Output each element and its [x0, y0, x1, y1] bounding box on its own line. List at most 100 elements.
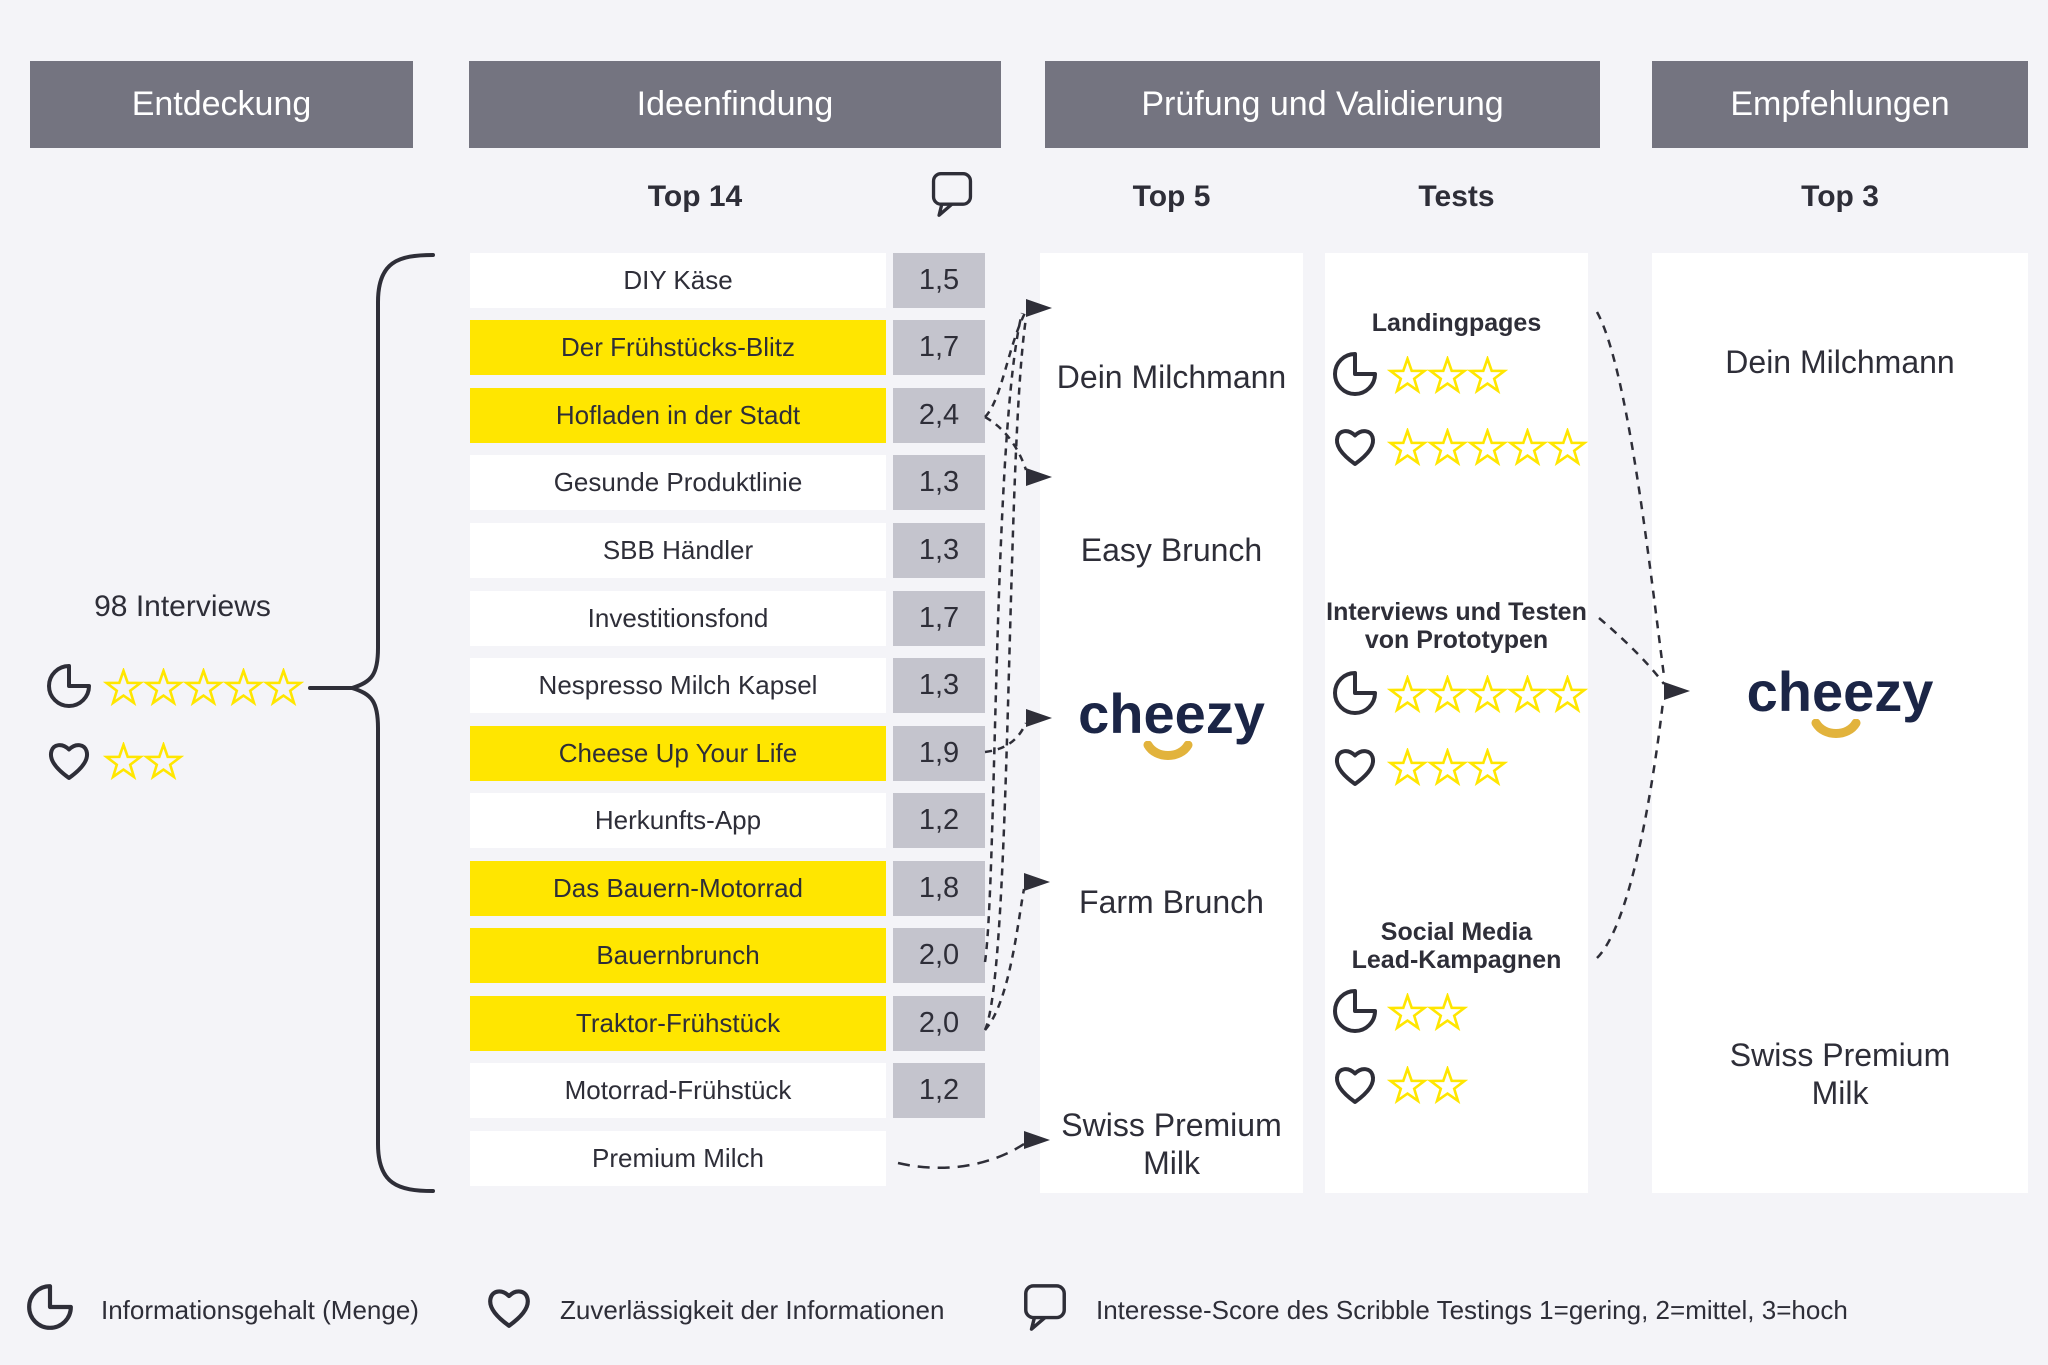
legend-zuverlaessigkeit: Zuverlässigkeit der Informationen [484, 1282, 944, 1338]
star-icon [1427, 992, 1468, 1031]
star-rating [103, 741, 184, 783]
idea-row: Traktor-Frühstück [470, 996, 886, 1051]
cheezy-wordmark: cheezy [1746, 660, 1934, 723]
discovery-rating-pie [45, 662, 304, 714]
item-line: Milk [1143, 1145, 1200, 1181]
star-icon [1427, 674, 1468, 713]
pie-icon [1333, 351, 1377, 396]
stage-header-ideenfindung: Ideenfindung [469, 61, 1001, 148]
top3-item: Dein Milchmann [1725, 344, 1955, 380]
cheezy-smile-icon [1143, 741, 1192, 760]
label-top-14: Top 14 [647, 180, 743, 213]
idea-row: Nespresso Milch Kapsel [470, 658, 886, 713]
idea-score: 2,0 [893, 928, 985, 983]
legend-informationsgehalt: Informationsgehalt (Menge) [25, 1282, 419, 1338]
star-rating [1387, 427, 1588, 469]
star-icon [143, 741, 184, 780]
idea-row: Cheese Up Your Life [470, 726, 886, 781]
idea-row: SBB Händler [470, 523, 886, 578]
star-icon [1387, 747, 1428, 786]
item-line: Swiss Premium [1061, 1107, 1282, 1143]
speech-bubble-icon [1020, 1282, 1070, 1339]
top3-item: Swiss Premium Milk [1652, 1036, 2028, 1112]
label-tests: Tests [1418, 180, 1495, 213]
cheezy-wordmark: cheezy [1078, 682, 1265, 745]
idea-label: SBB Händler [602, 535, 754, 565]
idea-label: DIY Käse [623, 265, 733, 295]
test-rating-heart [1331, 1061, 1468, 1111]
idea-row: Motorrad-Frühstück [470, 1063, 886, 1118]
star-icon [183, 667, 224, 706]
star-icon [1427, 355, 1468, 394]
star-icon [1427, 427, 1468, 466]
star-icon [103, 741, 144, 780]
discovery-rating-heart [45, 736, 184, 788]
legend-label: Interesse-Score des Scribble Testings 1=… [1096, 1294, 1848, 1325]
idea-row: Der Frühstücks-Blitz [470, 320, 886, 375]
idea-score: 1,3 [893, 523, 985, 578]
idea-row: Hofladen in der Stadt [470, 388, 886, 443]
top5-item: Swiss Premium Milk [1040, 1106, 1303, 1182]
star-icon [1427, 747, 1468, 786]
star-rating [1387, 355, 1508, 397]
idea-label: Gesunde Produktlinie [553, 467, 803, 497]
stage-header-empfehlungen: Empfehlungen [1652, 61, 2028, 148]
stage-label: Prüfung und Validierung [1141, 85, 1504, 123]
interviews-count: 98 Interviews [94, 590, 271, 623]
star-icon [1467, 674, 1508, 713]
star-icon [223, 667, 264, 706]
legend-label: Zuverlässigkeit der Informationen [560, 1294, 945, 1325]
test-title-line: Social Media [1380, 918, 1533, 946]
speech-bubble-icon [931, 172, 973, 217]
top3-panel: Dein Milchmann cheezy Swiss Premium Milk [1652, 253, 2028, 1193]
stage-label: Entdeckung [131, 85, 312, 123]
tests-panel: Landingpages Interviews und Testen von Pro… [1325, 253, 1588, 1193]
star-icon [1507, 674, 1548, 713]
star-rating [1387, 992, 1468, 1034]
idea-score: 1,2 [893, 1063, 985, 1118]
idea-label: Herkunfts-App [594, 805, 762, 835]
speech-bubble-icon [1024, 1283, 1066, 1331]
speech-bubble-icon [928, 170, 976, 222]
idea-label: Traktor-Frühstück [575, 1008, 781, 1038]
cheezy-smile-icon [1811, 719, 1861, 738]
idea-row: Gesunde Produktlinie [470, 455, 886, 510]
stage-header-pruefung-validierung: Prüfung und Validierung [1045, 61, 1600, 148]
idea-label: Nespresso Milch Kapsel [538, 670, 818, 700]
cheezy-logo: cheezy [1040, 682, 1303, 763]
idea-score: 1,3 [893, 658, 985, 713]
test-title-line: Lead-Kampagnen [1351, 946, 1562, 974]
top5-item: Dein Milchmann [1056, 359, 1287, 395]
star-icon [1387, 674, 1428, 713]
heart-icon [1334, 748, 1376, 786]
top5-panel: Dein Milchmann Easy Brunch cheezy Farm Br… [1040, 253, 1303, 1193]
test-title-line: von Prototypen [1364, 626, 1549, 654]
star-icon [1467, 427, 1508, 466]
test-rating-pie [1331, 351, 1508, 401]
star-icon [1387, 992, 1428, 1031]
pie-icon [25, 1282, 75, 1339]
heart-icon [1334, 428, 1376, 466]
idea-score: 1,7 [893, 320, 985, 375]
idea-label: Hofladen in der Stadt [555, 400, 801, 430]
stage-label: Empfehlungen [1730, 85, 1950, 123]
idea-score: 2,0 [893, 996, 985, 1051]
pie-icon [1333, 988, 1377, 1033]
idea-label: Bauernbrunch [596, 940, 760, 970]
pie-icon [47, 663, 91, 708]
idea-score: 1,3 [893, 455, 985, 510]
idea-score: 2,4 [893, 388, 985, 443]
legend-label: Informationsgehalt (Menge) [101, 1294, 419, 1325]
cheezy-logo: cheezy [1652, 660, 2028, 741]
star-icon [103, 667, 144, 706]
idea-score: 1,9 [893, 726, 985, 781]
star-rating [1387, 1065, 1468, 1107]
star-icon [1387, 1065, 1428, 1104]
top3-item: cheezy [1652, 660, 2028, 741]
star-rating [1387, 674, 1588, 716]
test-rating-heart [1331, 423, 1588, 473]
idea-score: 1,5 [893, 253, 985, 308]
heart-icon [484, 1282, 534, 1339]
star-icon [1547, 674, 1588, 713]
